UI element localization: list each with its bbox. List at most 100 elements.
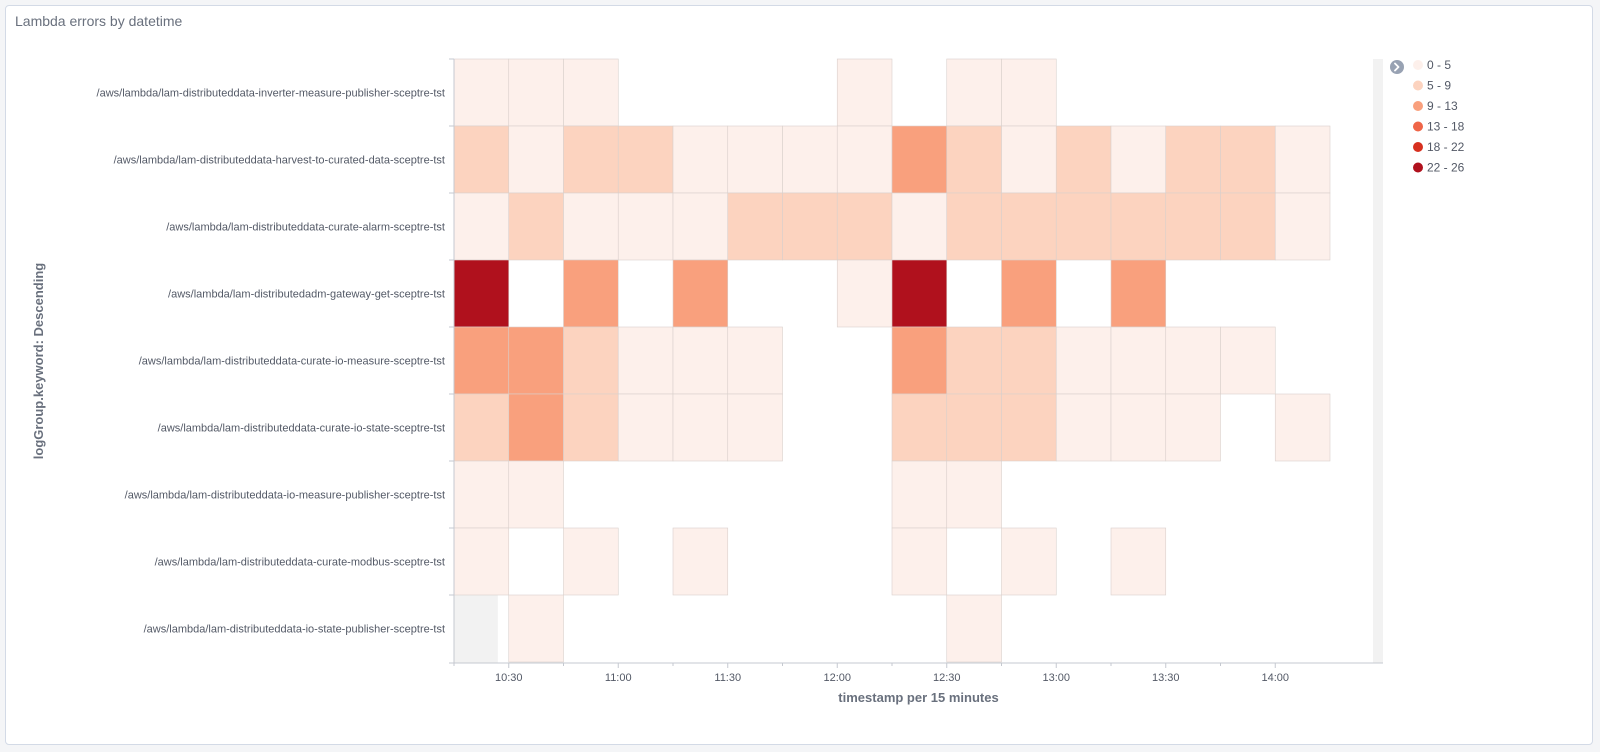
x-tick-label: 14:00 xyxy=(1261,672,1289,684)
heatmap-cell xyxy=(1055,125,1112,194)
heatmap-cell xyxy=(453,192,510,261)
heatmap-cell xyxy=(672,192,729,261)
heatmap-cell xyxy=(1001,527,1057,596)
heatmap-cell xyxy=(453,326,510,395)
heatmap-cell xyxy=(1165,192,1221,261)
heatmap-cell xyxy=(563,58,619,127)
partial-bucket-right xyxy=(1373,59,1383,663)
heatmap-cell xyxy=(1001,192,1057,261)
x-tick-label: 13:30 xyxy=(1152,672,1180,684)
legend-item[interactable]: 13 - 18 xyxy=(1413,120,1465,134)
heatmap-cell xyxy=(1165,393,1221,462)
heatmap-cell xyxy=(508,594,564,663)
heatmap-cell xyxy=(836,192,893,261)
legend-item[interactable]: 22 - 26 xyxy=(1413,161,1465,175)
heatmap-cell xyxy=(672,326,729,395)
heatmap-cell xyxy=(1220,192,1276,261)
heatmap-cell xyxy=(946,594,1002,663)
heatmap-cell xyxy=(672,527,729,596)
legend-item[interactable]: 0 - 5 xyxy=(1413,58,1451,72)
y-tick-label: /aws/lambda/lam-distributeddata-inverter… xyxy=(97,88,445,100)
heatmap-cell xyxy=(946,460,1002,529)
legend-item[interactable]: 5 - 9 xyxy=(1413,79,1451,93)
legend-swatch xyxy=(1413,162,1423,173)
y-tick-label: /aws/lambda/lam-distributeddata-curate-a… xyxy=(166,222,445,234)
heatmap-cell xyxy=(453,460,510,529)
legend-item[interactable]: 9 - 13 xyxy=(1413,99,1458,113)
legend-swatch xyxy=(1413,60,1423,70)
heatmap-cell xyxy=(1001,393,1057,462)
heatmap-cell xyxy=(1001,259,1057,328)
heatmap-cell xyxy=(891,326,948,395)
heatmap-cell xyxy=(508,393,564,462)
heatmap-cell xyxy=(1274,192,1331,261)
legend-label: 13 - 18 xyxy=(1427,120,1465,134)
legend-label: 5 - 9 xyxy=(1427,79,1451,93)
heatmap-cell xyxy=(1220,326,1276,395)
heatmap-cell xyxy=(563,192,619,261)
x-tick-label: 12:00 xyxy=(823,672,851,684)
heatmap-cell xyxy=(1110,125,1167,194)
legend-label: 18 - 22 xyxy=(1427,140,1465,154)
y-tick-label: /aws/lambda/lam-distributeddata-io-measu… xyxy=(125,490,445,502)
heatmap-cell xyxy=(836,259,893,328)
heatmap-cell xyxy=(836,125,893,194)
heatmap-cell xyxy=(672,393,729,462)
heatmap-cell xyxy=(508,326,564,395)
heatmap-cell xyxy=(891,393,948,462)
heatmap-cell xyxy=(946,326,1002,395)
y-tick-label: /aws/lambda/lam-distributeddata-curate-m… xyxy=(155,557,445,569)
legend-item[interactable]: 18 - 22 xyxy=(1413,140,1465,154)
heatmap-cell xyxy=(782,125,838,194)
heatmap-cell xyxy=(891,125,948,194)
chevron-right-icon xyxy=(1390,60,1404,74)
heatmap-cell xyxy=(617,192,674,261)
heatmap-cell xyxy=(672,259,729,328)
heatmap-cell xyxy=(891,192,948,261)
heatmap-cell xyxy=(672,125,729,194)
heatmap-cell xyxy=(563,393,619,462)
heatmap-cell xyxy=(727,326,783,395)
heatmap-cell xyxy=(563,259,619,328)
legend-swatch xyxy=(1413,80,1423,91)
heatmap-cell xyxy=(617,326,674,395)
heatmap-cell xyxy=(727,192,783,261)
heatmap-cell xyxy=(1274,393,1331,462)
heatmap-cell xyxy=(563,125,619,194)
y-tick-label: /aws/lambda/lam-distributedadm-gateway-g… xyxy=(168,289,445,301)
x-tick-label: 11:00 xyxy=(605,672,632,684)
heatmap-cell xyxy=(508,58,564,127)
heatmap-cell xyxy=(1110,259,1167,328)
y-tick-label: /aws/lambda/lam-distributeddata-curate-i… xyxy=(158,423,445,435)
panel-title: Lambda errors by datetime xyxy=(15,13,183,29)
heatmap-cell xyxy=(617,393,674,462)
heatmap-cell xyxy=(1055,393,1112,462)
x-tick-label: 13:00 xyxy=(1042,672,1070,684)
legend-label: 9 - 13 xyxy=(1427,99,1458,113)
heatmap-cell xyxy=(727,393,783,462)
heatmap-cell xyxy=(946,192,1002,261)
legend-label: 22 - 26 xyxy=(1427,161,1465,175)
heatmap-cell xyxy=(727,125,783,194)
legend-toggle[interactable] xyxy=(1390,60,1404,74)
heatmap-cell xyxy=(1001,326,1057,395)
y-tick-label: /aws/lambda/lam-distributeddata-io-state… xyxy=(144,624,445,636)
heatmap-cell xyxy=(1055,192,1112,261)
heatmap-cell xyxy=(617,125,674,194)
heatmap-cell xyxy=(563,326,619,395)
heatmap-cell xyxy=(508,192,564,261)
legend-label: 0 - 5 xyxy=(1427,58,1451,72)
heatmap-cell xyxy=(1110,326,1167,395)
y-tick-label: /aws/lambda/lam-distributeddata-curate-i… xyxy=(139,356,445,368)
heatmap-cell xyxy=(1110,527,1167,596)
heatmap-cell xyxy=(1165,125,1221,194)
heatmap-cell xyxy=(453,259,510,328)
heatmap-cell xyxy=(891,259,948,328)
heatmap-cell xyxy=(1001,125,1057,194)
heatmap-cell xyxy=(1110,192,1167,261)
heatmap-cell xyxy=(836,58,893,127)
heatmap-cell xyxy=(453,125,510,194)
heatmap-cell xyxy=(891,527,948,596)
heatmap-cell xyxy=(891,460,948,529)
